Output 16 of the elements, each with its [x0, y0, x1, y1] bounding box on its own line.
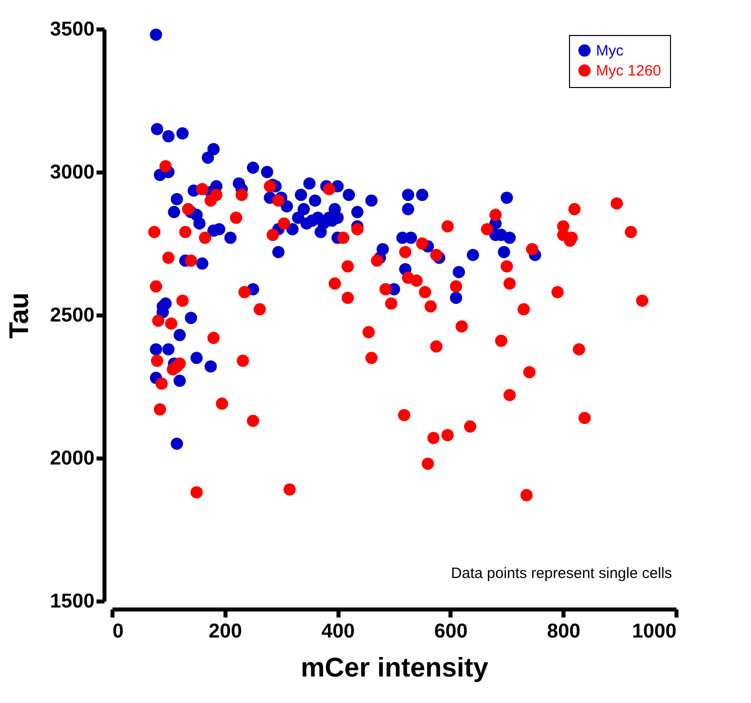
y-tick-label: 2000: [50, 448, 94, 470]
annotation: Data points represent single cells: [451, 565, 672, 582]
x-axis-title: mCer intensity: [300, 652, 488, 682]
legend-label: Myc 1260: [596, 62, 662, 80]
x-tick-label: 0: [112, 620, 124, 642]
y-axis-title: Tau: [4, 292, 34, 338]
x-tick-label: 400: [321, 620, 355, 642]
x-tick-label: 800: [547, 620, 580, 642]
legend-label: Myc: [596, 42, 624, 60]
y-tick-label: 3000: [50, 162, 94, 184]
y-tick-label: 2500: [50, 304, 94, 326]
x-tick-label: 1000: [632, 620, 676, 642]
y-tick-label: 1500: [50, 590, 94, 612]
y-tick-label: 3500: [50, 18, 94, 40]
x-tick-label: 600: [434, 620, 468, 642]
x-tick-label: 200: [208, 620, 242, 642]
